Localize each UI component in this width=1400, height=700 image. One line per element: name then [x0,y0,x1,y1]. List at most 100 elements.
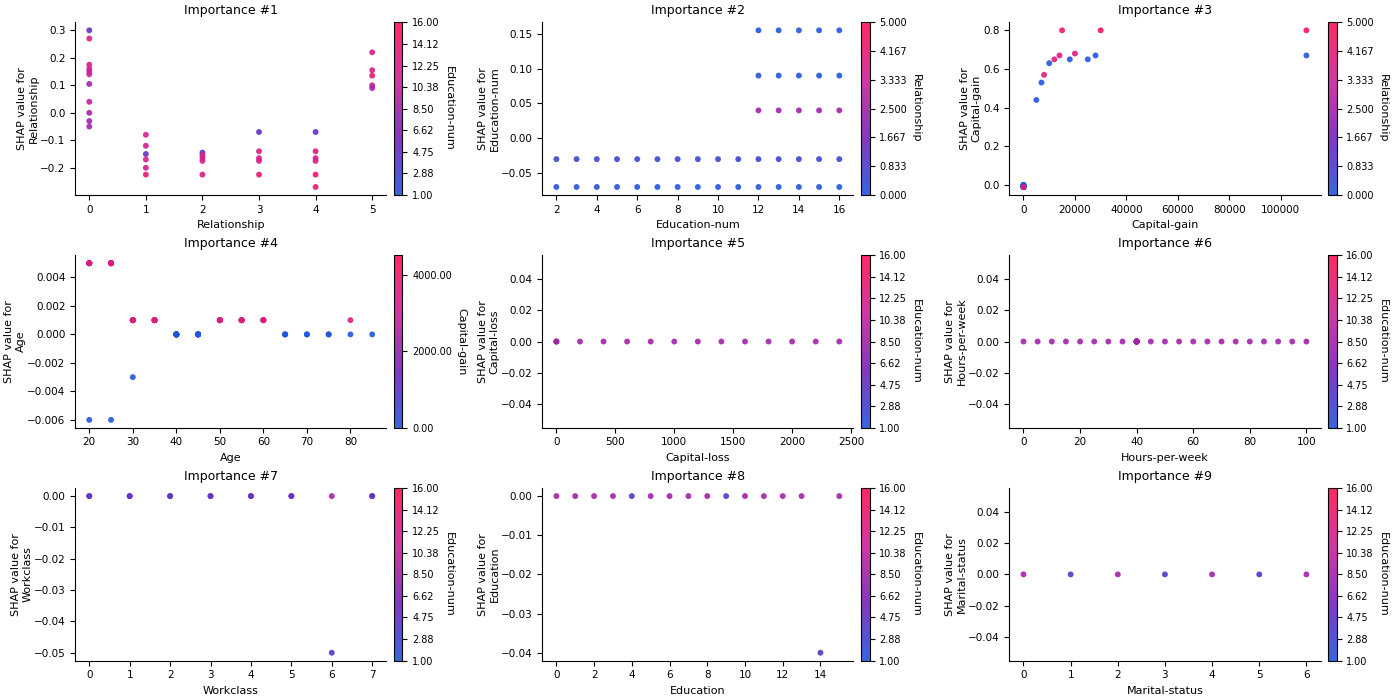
Point [1012,336,1035,347]
Point [192,147,214,158]
Point [748,70,770,81]
Point [808,181,830,193]
Y-axis label: Education-num: Education-num [1378,532,1389,617]
Point [280,491,302,502]
Y-axis label: SHAP value for
Capital-loss: SHAP value for Capital-loss [477,300,500,383]
Point [318,329,340,340]
Point [122,314,144,326]
Point [1126,336,1148,347]
Point [122,372,144,383]
Point [1012,179,1035,190]
Point [165,329,188,340]
Point [165,329,188,340]
Point [1040,336,1063,347]
Title: Importance #5: Importance #5 [651,237,745,250]
Point [165,329,188,340]
Point [545,336,567,347]
Point [666,153,689,164]
Point [165,329,188,340]
Y-axis label: Education-num: Education-num [444,66,454,151]
Point [122,314,144,326]
Point [78,258,101,269]
Point [1054,336,1077,347]
Point [165,329,188,340]
Point [252,314,274,326]
Y-axis label: SHAP value for
Marital-status: SHAP value for Marital-status [945,533,966,616]
Point [808,105,830,116]
Point [280,491,302,502]
Point [1051,25,1074,36]
Y-axis label: Education-num: Education-num [911,532,921,617]
Point [122,314,144,326]
Point [134,130,157,141]
Point [1247,569,1270,580]
Point [361,83,384,94]
Point [209,314,231,326]
Point [239,491,262,502]
Point [564,491,587,502]
Point [78,258,101,269]
Point [122,314,144,326]
Point [1196,336,1218,347]
Point [78,25,101,36]
Point [1126,336,1148,347]
Point [791,491,813,502]
Point [1126,336,1148,347]
Point [1012,181,1035,193]
Point [1126,336,1148,347]
Point [827,153,850,164]
Point [134,154,157,165]
Point [808,70,830,81]
Point [545,336,567,347]
Point [788,153,811,164]
Point [78,258,101,269]
Point [1211,336,1233,347]
Point [318,329,340,340]
Point [134,169,157,180]
Point [1025,94,1047,106]
Point [640,491,662,502]
Point [602,491,624,502]
Point [626,181,648,193]
Point [192,169,214,180]
Point [186,329,209,340]
Point [1126,336,1148,347]
Point [1060,569,1082,580]
Point [78,59,101,70]
X-axis label: Capital-loss: Capital-loss [665,453,729,463]
Point [568,336,591,347]
Point [165,329,188,340]
Point [788,105,811,116]
Point [664,336,686,347]
Point [1012,181,1035,193]
Y-axis label: SHAP value for
Workclass: SHAP value for Workclass [11,533,32,616]
Point [143,314,165,326]
Point [827,491,850,502]
Point [788,25,811,36]
Point [304,146,326,157]
Point [827,105,850,116]
Point [1012,181,1035,193]
Point [1126,336,1148,347]
Point [1140,336,1162,347]
Point [748,153,770,164]
Point [781,336,804,347]
Point [295,329,318,340]
Point [585,153,608,164]
Point [231,314,253,326]
Title: Importance #9: Importance #9 [1119,470,1212,483]
Point [304,127,326,138]
Point [1295,25,1317,36]
Point [606,181,629,193]
Point [361,491,384,502]
Point [99,258,122,269]
Point [1077,54,1099,65]
Point [192,150,214,161]
Point [361,70,384,81]
X-axis label: Education: Education [671,686,725,696]
Point [707,153,729,164]
Point [686,181,708,193]
Point [122,314,144,326]
Point [1126,336,1148,347]
Point [707,181,729,193]
